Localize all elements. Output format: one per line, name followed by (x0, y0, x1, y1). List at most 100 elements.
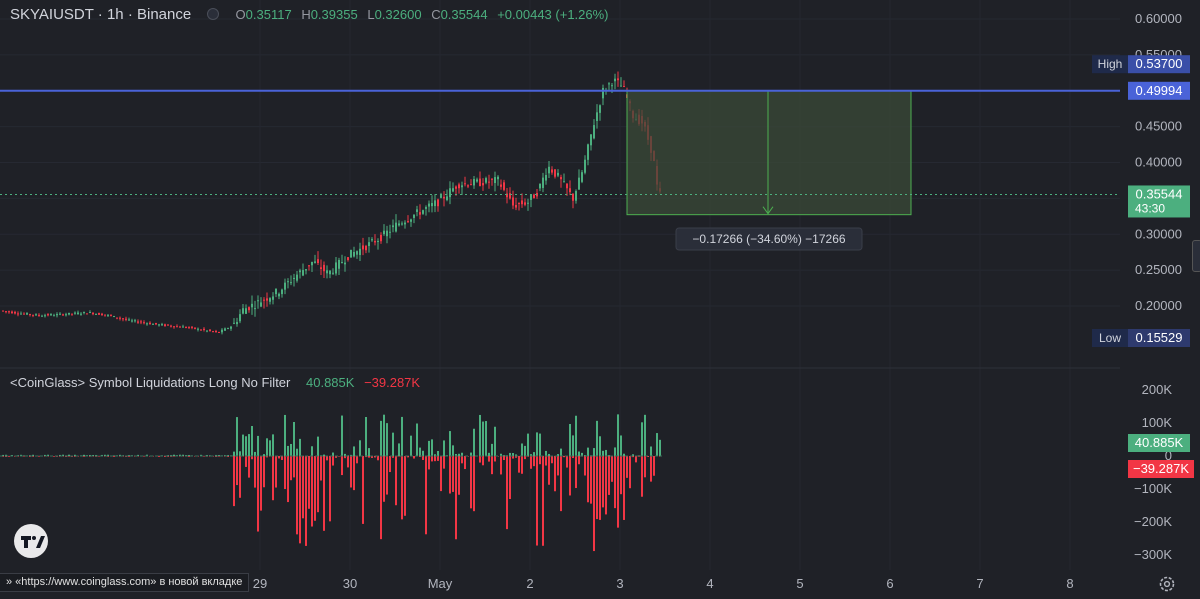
candle-up (539, 183, 541, 189)
liquidation-short-bar (470, 456, 472, 509)
candle-down (506, 193, 508, 198)
candle-up (581, 172, 583, 182)
candle-up (353, 251, 355, 257)
liquidation-long-bar (350, 454, 352, 456)
liquidation-long-bar (587, 447, 589, 456)
liquidation-short-bar (539, 456, 541, 465)
candle-up (293, 277, 295, 279)
liquidation-long-bar (173, 454, 175, 456)
candle-down (218, 331, 220, 333)
candle-up (449, 188, 451, 198)
liquidation-short-bar (650, 456, 652, 482)
liquidation-short-bar (248, 456, 250, 478)
settings-gear-icon[interactable] (1158, 575, 1176, 593)
liquidation-short-bar (143, 456, 145, 457)
candle-down (92, 312, 94, 315)
candle-down (560, 177, 562, 180)
liquidation-short-bar (8, 456, 10, 457)
candle-down (140, 321, 142, 323)
liquidation-short-bar (392, 456, 394, 458)
liquidation-short-bar (257, 456, 259, 532)
candle-down (617, 78, 619, 81)
liquidation-short-bar (314, 456, 316, 521)
candle-up (56, 314, 58, 316)
liquidation-long-bar (32, 454, 34, 456)
price-tick-label: 0.45000 (1135, 119, 1182, 134)
candle-down (119, 317, 121, 319)
liquidation-short-bar (23, 456, 25, 457)
liquidation-long-bar (419, 447, 421, 456)
candle-down (500, 184, 502, 187)
liquidation-short-bar (293, 456, 295, 478)
candle-down (263, 299, 265, 301)
liquidation-long-bar (578, 451, 580, 456)
liquidation-short-bar (518, 456, 520, 473)
measure-label-box (675, 227, 863, 251)
liquidation-short-bar (626, 456, 628, 478)
candle-down (419, 212, 421, 215)
liquidation-short-bar (536, 456, 538, 546)
liquidations-axis: 200K 100K 0 −100K −200K −300K 40.885K −39.287K (1128, 382, 1194, 562)
status-dot-icon[interactable] (207, 8, 220, 20)
liquidation-long-bar (269, 440, 271, 456)
candle-up (341, 262, 343, 264)
liquidation-long-bar (458, 453, 460, 456)
candle-down (566, 183, 568, 189)
low-value: 0.32600 (374, 7, 422, 22)
liquidation-long-bar (605, 449, 607, 456)
candles (2, 71, 661, 335)
candle-down (29, 314, 31, 316)
liquidation-short-bar (413, 456, 415, 459)
liquidation-short-bar (542, 456, 544, 546)
liquidation-short-bar (188, 456, 190, 457)
candle-up (260, 302, 262, 307)
candle-up (251, 303, 253, 308)
indicator-legend[interactable]: <CoinGlass> Symbol Liquidations Long No … (10, 375, 420, 390)
candle-down (116, 317, 118, 319)
candle-up (359, 248, 361, 255)
candle-up (395, 222, 397, 232)
countdown-label: 43:30 (1135, 201, 1165, 215)
liquidation-short-bar (287, 456, 289, 503)
candle-up (404, 222, 406, 225)
liquidation-short-bar (548, 456, 550, 485)
candle-up (377, 240, 379, 242)
liquidation-long-bar (68, 454, 70, 456)
candle-down (533, 194, 535, 199)
candle-down (554, 169, 556, 177)
time-tick-label: 7 (976, 576, 983, 591)
liquidation-short-bar (578, 456, 580, 465)
candle-down (518, 203, 520, 205)
scale-resize-handle[interactable] (1192, 240, 1200, 272)
liquidation-long-bar (659, 439, 661, 456)
liquidation-long-bar (431, 439, 433, 456)
liquidation-long-bar (443, 440, 445, 456)
tradingview-logo-icon[interactable] (14, 524, 48, 558)
liquidation-long-bar (515, 454, 517, 456)
liquidation-short-bar (617, 456, 619, 528)
liquidation-long-bar (638, 455, 640, 456)
liquidation-short-bar (488, 456, 490, 462)
liquidation-short-bar (428, 456, 430, 470)
liquidation-long-bar (245, 436, 247, 456)
candle-up (557, 172, 559, 176)
liq-tick-label: 200K (1142, 382, 1173, 397)
liquidation-short-bar (311, 456, 313, 527)
liquidation-long-bar (290, 443, 292, 456)
line-value-label: 0.49994 (1136, 83, 1183, 98)
liquidation-long-bar (101, 454, 103, 456)
liquidation-long-bar (620, 435, 622, 456)
candle-down (104, 314, 106, 316)
liquidation-long-bar (299, 438, 301, 456)
candle-up (206, 330, 208, 332)
candle-up (245, 308, 247, 314)
candle-up (446, 196, 448, 201)
liquidation-long-bar (452, 445, 454, 456)
close-value: 0.35544 (440, 7, 488, 22)
price-lines (0, 89, 1120, 195)
candle-up (311, 261, 313, 266)
liquidation-short-bar (68, 456, 70, 457)
liquidation-short-bar (350, 456, 352, 488)
